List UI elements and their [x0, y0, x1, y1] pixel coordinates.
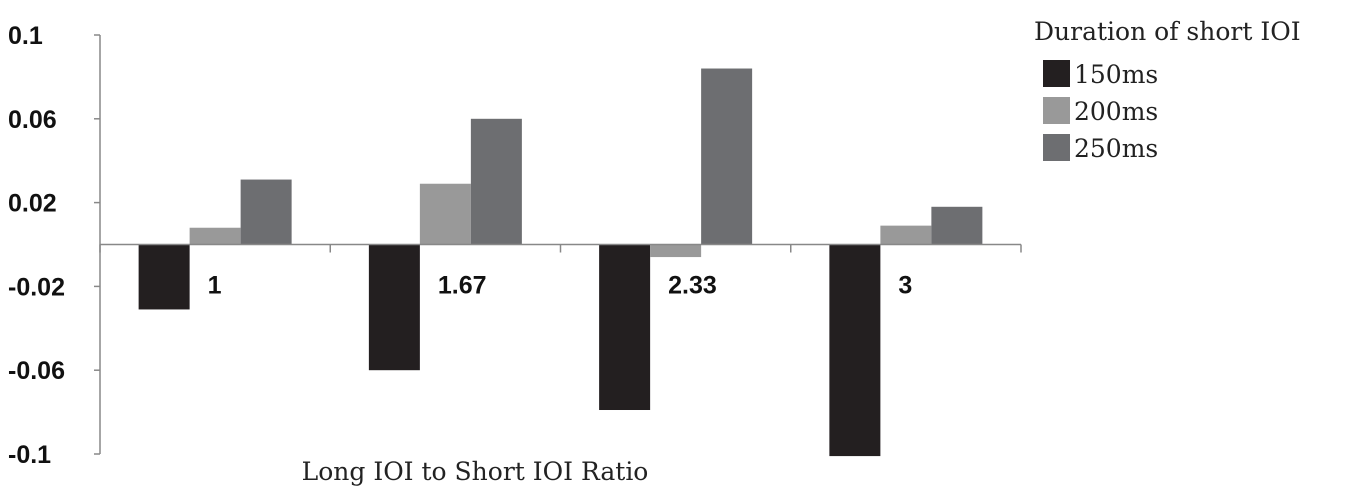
bar-250ms-3 — [931, 206, 983, 245]
y-tick-label: 0.02 — [8, 190, 57, 218]
x-axis: 1 1.67 2.33 3 — [99, 243, 1022, 300]
bar-200ms-3 — [880, 225, 932, 245]
y-axis: 0.1 0.06 0.02 -0.02 -0.06 -0.1 — [8, 22, 101, 469]
bar-250ms-1 — [240, 179, 292, 245]
legend: Duration of short IOI 150ms 200ms 250ms — [1034, 17, 1301, 163]
x-category-label: 1.67 — [438, 272, 487, 300]
bar-250ms-1.67 — [470, 118, 522, 245]
legend-swatch — [1043, 134, 1070, 161]
legend-title: Duration of short IOI — [1034, 17, 1301, 46]
bars — [138, 68, 983, 457]
x-category-label: 2.33 — [668, 272, 717, 300]
y-tick-label: 0.06 — [8, 106, 57, 134]
x-category-label: 3 — [898, 272, 912, 300]
x-category-label: 1 — [208, 272, 222, 300]
bar-200ms-1 — [189, 227, 241, 245]
legend-label: 200ms — [1074, 97, 1158, 126]
bar-200ms-1.67 — [419, 183, 471, 245]
bar-250ms-2.33 — [701, 68, 753, 245]
legend-label: 250ms — [1074, 134, 1158, 163]
legend-swatch — [1043, 97, 1070, 124]
x-axis-label: Long IOI to Short IOI Ratio — [302, 457, 649, 486]
y-tick-label: -0.1 — [8, 441, 51, 469]
y-tick-label: -0.06 — [8, 357, 65, 385]
y-tick-label: 0.1 — [8, 22, 43, 50]
bar-150ms-1 — [138, 244, 190, 310]
y-tick-label: -0.02 — [8, 273, 65, 301]
bar-150ms-2.33 — [599, 244, 651, 411]
bar-150ms-3 — [829, 244, 881, 457]
legend-label: 150ms — [1074, 60, 1158, 89]
legend-swatch — [1043, 60, 1070, 87]
bar-150ms-1.67 — [368, 244, 420, 371]
bar-200ms-2.33 — [650, 244, 702, 258]
